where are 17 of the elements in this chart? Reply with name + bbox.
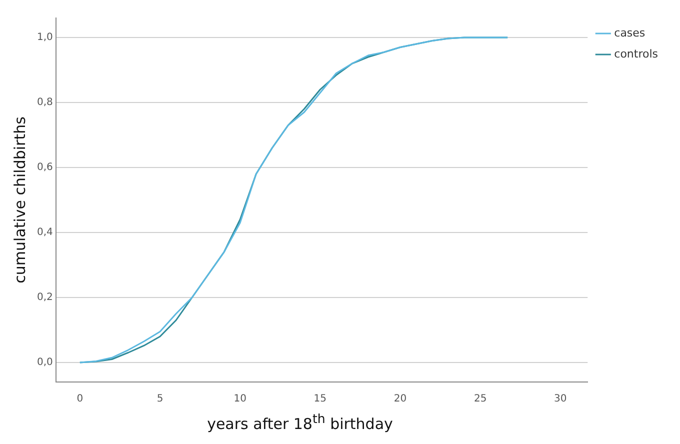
x-tick-label: 5 <box>156 394 164 405</box>
x-tick-label: 25 <box>474 394 487 405</box>
y-axis-title: cumulative childbirths <box>10 116 29 284</box>
y-tick-label: 1,0 <box>36 32 53 44</box>
y-tick-label: 0,8 <box>36 97 53 108</box>
x-tick-label: 20 <box>394 394 407 405</box>
x-tick-label: 10 <box>234 394 246 405</box>
legend-label: cases <box>614 26 646 40</box>
x-tick-label: 0 <box>76 394 84 405</box>
x-axis-title: years after 18$^{th}$ birthday <box>206 410 394 435</box>
legend-label: controls <box>614 47 658 60</box>
y-tick-label: 0,6 <box>36 162 53 174</box>
y-tick-label: 0,2 <box>36 292 53 304</box>
x-tick-label: 15 <box>314 394 327 405</box>
y-tick-label: 0,0 <box>36 357 53 368</box>
x-tick-label: 30 <box>554 394 567 405</box>
y-tick-label: 0,4 <box>36 227 53 238</box>
